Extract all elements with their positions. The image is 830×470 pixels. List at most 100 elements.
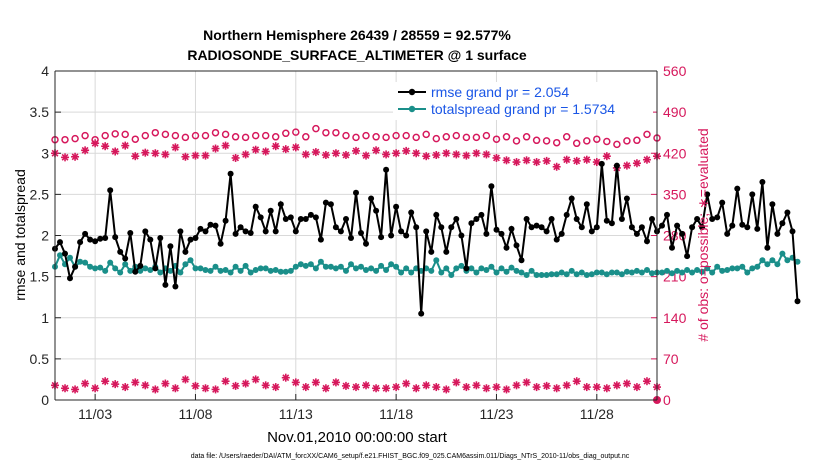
evaluated-obs-bottom-marker xyxy=(583,383,591,391)
rmse-point xyxy=(644,238,650,244)
totalspread-point xyxy=(238,268,244,274)
evaluated-obs-marker xyxy=(432,151,440,159)
rmse-point xyxy=(353,190,359,196)
rmse-point xyxy=(468,220,474,226)
evaluated-obs-marker xyxy=(412,149,420,157)
evaluated-obs-bottom-marker xyxy=(242,380,250,388)
totalspread-point xyxy=(358,264,364,270)
evaluated-obs-bottom-marker xyxy=(643,377,651,385)
totalspread-point xyxy=(784,257,790,263)
evaluated-obs-bottom-marker xyxy=(633,383,641,391)
totalspread-point xyxy=(283,269,289,275)
y-tick-label: 2 xyxy=(41,228,49,244)
rmse-point xyxy=(328,201,334,207)
y-tick-label: 2.5 xyxy=(30,186,50,202)
evaluated-obs-marker xyxy=(352,147,360,155)
evaluated-obs-bottom-marker xyxy=(472,381,480,389)
y2-tick-label: 350 xyxy=(663,186,687,202)
rmse-point xyxy=(82,231,88,237)
x-tick-label: 11/28 xyxy=(580,406,614,422)
x-axis-label: Nov.01,2010 00:00:00 start xyxy=(267,429,448,446)
evaluated-obs-marker xyxy=(442,149,450,157)
rmse-point xyxy=(734,186,740,192)
rmse-point xyxy=(208,222,214,228)
totalspread-point xyxy=(363,267,369,273)
evaluated-obs-marker xyxy=(81,146,89,154)
evaluated-obs-marker xyxy=(492,154,500,162)
totalspread-point xyxy=(383,267,389,273)
totalspread-point xyxy=(213,264,219,270)
rmse-point xyxy=(273,228,279,234)
rmse-point xyxy=(499,231,505,237)
totalspread-point xyxy=(494,270,500,276)
rmse-point xyxy=(629,224,635,230)
evaluated-obs-bottom-marker xyxy=(312,378,320,386)
rmse-point xyxy=(373,208,379,214)
totalspread-point xyxy=(509,265,515,271)
totalspread-point xyxy=(233,264,239,270)
y-tick-label: 1 xyxy=(41,310,49,326)
totalspread-point xyxy=(774,261,780,267)
rmse-point xyxy=(524,216,530,222)
rmse-point xyxy=(253,204,259,210)
x-tick-label: 11/08 xyxy=(178,406,212,422)
totalspread-point xyxy=(544,272,550,278)
totalspread-point xyxy=(473,270,479,276)
y2-tick-label: 0 xyxy=(663,392,671,408)
totalspread-point xyxy=(769,257,775,263)
rmse-point xyxy=(759,179,765,185)
evaluated-obs-marker xyxy=(121,142,129,150)
evaluated-obs-marker xyxy=(523,156,531,164)
evaluated-obs-marker xyxy=(262,147,270,155)
evaluated-obs-marker xyxy=(212,145,220,153)
rmse-point xyxy=(378,234,384,240)
totalspread-point xyxy=(739,264,745,270)
totalspread-point xyxy=(398,270,404,276)
totalspread-point xyxy=(433,257,439,263)
totalspread-point xyxy=(67,255,73,261)
evaluated-obs-bottom-marker xyxy=(513,381,521,389)
totalspread-point xyxy=(759,257,765,263)
totalspread-point xyxy=(403,265,409,271)
evaluated-obs-marker xyxy=(503,156,511,164)
totalspread-point xyxy=(373,268,379,274)
rmse-point xyxy=(92,238,98,244)
evaluated-obs-marker xyxy=(111,147,119,155)
totalspread-point xyxy=(112,265,118,271)
rmse-point xyxy=(559,231,565,237)
evaluated-obs-bottom-marker xyxy=(342,382,350,390)
x-tick-label: 11/13 xyxy=(279,406,313,422)
totalspread-point xyxy=(203,267,209,273)
rmse-point xyxy=(77,239,83,245)
totalspread-point xyxy=(188,257,194,263)
evaluated-obs-marker xyxy=(312,148,320,156)
evaluated-obs-bottom-marker xyxy=(442,385,450,393)
evaluated-obs-bottom-marker xyxy=(613,381,621,389)
totalspread-point xyxy=(348,261,354,267)
rmse-point xyxy=(358,230,364,236)
rmse-point xyxy=(338,228,344,234)
totalspread-point xyxy=(288,268,294,274)
rmse-point xyxy=(509,226,515,232)
rmse-point xyxy=(383,167,389,173)
rmse-point xyxy=(152,265,158,271)
evaluated-obs-bottom-marker xyxy=(292,378,300,386)
rmse-point xyxy=(423,228,429,234)
totalspread-point xyxy=(529,268,535,274)
totalspread-point xyxy=(122,261,128,267)
evaluated-obs-marker xyxy=(332,149,340,157)
evaluated-obs-bottom-marker xyxy=(232,382,240,390)
evaluated-obs-bottom-marker xyxy=(191,382,199,390)
rmse-point xyxy=(448,224,454,230)
rmse-point xyxy=(488,183,494,189)
evaluated-obs-bottom-marker xyxy=(432,383,440,391)
totalspread-point xyxy=(649,270,655,276)
evaluated-obs-bottom-marker xyxy=(302,383,310,391)
evaluated-obs-marker xyxy=(242,150,250,158)
rmse-point xyxy=(67,275,73,281)
rmse-point xyxy=(569,196,575,202)
evaluated-obs-marker xyxy=(513,158,521,166)
rmse-point xyxy=(172,284,178,290)
evaluated-obs-marker xyxy=(452,150,460,158)
